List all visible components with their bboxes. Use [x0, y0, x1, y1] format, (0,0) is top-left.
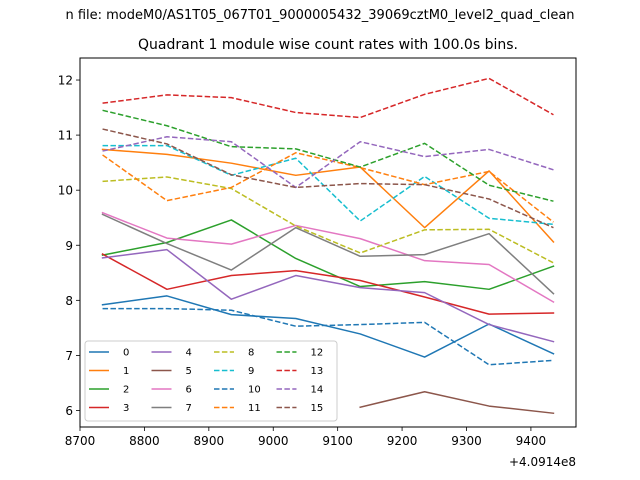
legend-box: [84, 340, 338, 422]
series-line-15: [102, 128, 554, 229]
legend-label-0: 0: [123, 348, 129, 359]
x-offset-label: +4.0914e8: [509, 455, 576, 469]
x-tick-label: 9400: [516, 434, 547, 448]
y-tick-label: 9: [65, 239, 73, 253]
series-line-13: [102, 77, 554, 119]
legend-label-2: 2: [123, 385, 129, 396]
legend-label-8: 8: [248, 348, 254, 359]
y-tick-label: 7: [65, 349, 73, 363]
x-tick-label: 9200: [387, 434, 418, 448]
series-line-5: [359, 391, 555, 415]
series-line-3: [101, 253, 555, 315]
series-line-7: [101, 213, 555, 295]
series-line-11: [102, 151, 554, 223]
legend-label-7: 7: [186, 403, 192, 414]
legend-label-10: 10: [248, 385, 261, 396]
x-tick-label: 8700: [65, 434, 96, 448]
legend-label-6: 6: [186, 385, 192, 396]
series-line-10: [102, 307, 554, 366]
x-tick-label: 9300: [451, 434, 482, 448]
legend-label-15: 15: [311, 403, 324, 414]
axes-frame: [79, 57, 577, 428]
series-line-4: [101, 248, 555, 343]
chart-title: Quadrant 1 module wise count rates with …: [138, 37, 518, 53]
series-line-8: [102, 176, 554, 264]
y-tick-label: 6: [65, 404, 73, 418]
legend-label-13: 13: [311, 366, 324, 377]
x-tick-label: 8800: [129, 434, 160, 448]
x-axis: 8700 8800 8900 9000 9100 9200 9300 9400: [65, 427, 546, 448]
series-line-1: [101, 148, 555, 244]
y-axis: 6 7 8 9 10 11 12: [58, 74, 80, 418]
legend-label-5: 5: [186, 366, 192, 377]
y-tick-label: 10: [58, 184, 73, 198]
legend-label-1: 1: [123, 366, 129, 377]
series-line-6: [101, 211, 555, 304]
y-tick-label: 8: [65, 294, 73, 308]
series-line-12: [102, 109, 554, 202]
x-tick-label: 8900: [194, 434, 225, 448]
x-tick-label: 9100: [322, 434, 353, 448]
x-tick-label: 9000: [258, 434, 289, 448]
series-line-14: [102, 136, 554, 189]
legend-label-4: 4: [186, 348, 192, 359]
plot-lines: [101, 77, 555, 415]
legend-label-14: 14: [311, 385, 324, 396]
legend-label-11: 11: [248, 403, 261, 414]
y-tick-label: 12: [58, 74, 73, 88]
series-line-9: [102, 144, 554, 226]
legend-label-3: 3: [123, 403, 129, 414]
y-tick-label: 11: [58, 129, 73, 143]
chart-suptitle: n file: modeM0/AS1T05_067T01_9000005432_…: [65, 8, 574, 23]
series-line-0: [101, 295, 555, 358]
legend-label-12: 12: [311, 348, 324, 359]
legend-label-9: 9: [248, 366, 254, 377]
